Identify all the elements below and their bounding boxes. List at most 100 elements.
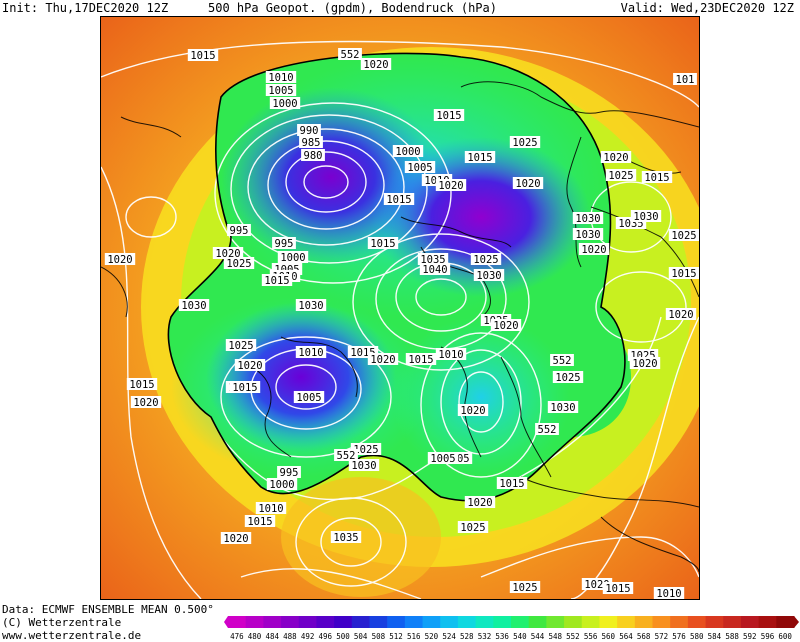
pressure-label: 1005 xyxy=(265,84,297,97)
pressure-label: 1015 xyxy=(187,49,219,62)
pressure-label: 1030 xyxy=(572,228,604,241)
pressure-label: 995 xyxy=(277,466,301,479)
pressure-label-text: 1030 xyxy=(181,300,206,312)
color-scale-tick-label: 560 xyxy=(602,632,616,641)
pressure-label: 1020 xyxy=(512,177,544,190)
pressure-label: 552 xyxy=(535,423,559,436)
pressure-label: 1015 xyxy=(602,582,634,595)
color-scale-bar xyxy=(224,616,799,628)
pressure-label: 1000 xyxy=(392,145,424,158)
color-scale-swatch xyxy=(457,616,477,628)
color-scale-swatch xyxy=(723,616,742,628)
pressure-label-text: 1010 xyxy=(438,349,463,361)
color-scale-tick-label: 540 xyxy=(513,632,527,641)
color-scale-tick-label: 520 xyxy=(425,632,439,641)
pressure-label: 101 xyxy=(673,73,697,86)
pressure-label-text: 1020 xyxy=(133,397,158,409)
pressure-label-text: 1020 xyxy=(438,180,463,192)
pressure-label: 1015 xyxy=(229,381,261,394)
color-scale-swatch xyxy=(705,616,724,628)
pressure-label-text: 1005 xyxy=(296,392,321,404)
pressure-label-text: 1005 xyxy=(430,453,455,465)
pressure-label: 1025 xyxy=(470,253,502,266)
color-scale-swatch xyxy=(351,616,370,628)
pressure-label: 1030 xyxy=(295,299,327,312)
pressure-label: 1015 xyxy=(367,237,399,250)
color-scale-swatch xyxy=(316,616,335,628)
data-source: Data: ECMWF ENSEMBLE MEAN 0.500° xyxy=(2,603,214,616)
color-scale-tick-label: 592 xyxy=(743,632,757,641)
pressure-label: 1030 xyxy=(348,459,380,472)
pressure-label-text: 1025 xyxy=(226,258,251,270)
pressure-label-text: 1020 xyxy=(107,254,132,266)
pressure-label-text: 1040 xyxy=(422,264,447,276)
pressure-label-text: 1015 xyxy=(190,50,215,62)
pressure-label-text: 980 xyxy=(304,150,323,162)
pressure-label: 1025 xyxy=(350,443,382,456)
color-scale-tick-label: 528 xyxy=(460,632,474,641)
pressure-label-text: 1020 xyxy=(581,244,606,256)
pressure-label: 1020 xyxy=(435,179,467,192)
pressure-label-text: 1025 xyxy=(353,444,378,456)
color-scale-swatch xyxy=(440,616,459,628)
cyan-zone-east xyxy=(391,317,571,477)
color-scale-tick-label: 512 xyxy=(389,632,403,641)
pressure-label: 1025 xyxy=(605,169,637,182)
pressure-label: 1015 xyxy=(668,267,699,280)
pressure-label: 1030 xyxy=(547,401,579,414)
color-scale-tick-label: 588 xyxy=(725,632,739,641)
color-scale-swatch xyxy=(634,616,653,628)
pressure-label: 1025 xyxy=(509,581,541,594)
pressure-label: 1035 xyxy=(330,531,362,544)
pressure-label-text: 1015 xyxy=(605,583,630,595)
pressure-label: 1020 xyxy=(130,396,162,409)
pressure-label: 995 xyxy=(272,237,296,250)
pressure-label-text: 1025 xyxy=(228,340,253,352)
color-scale-swatch xyxy=(546,616,565,628)
pressure-label-text: 1020 xyxy=(632,358,657,370)
pressure-label: 985 xyxy=(299,136,323,149)
pressure-label-text: 1000 xyxy=(272,98,297,110)
pressure-label-text: 552 xyxy=(337,450,356,462)
pressure-label: 1020 xyxy=(457,404,489,417)
pressure-label: 1025 xyxy=(457,521,489,534)
pressure-label: 990 xyxy=(297,124,321,137)
color-scale-tick-label: 548 xyxy=(548,632,562,641)
pressure-label-text: 1020 xyxy=(515,178,540,190)
color-scale-swatch xyxy=(652,616,671,628)
pressure-label-text: 1025 xyxy=(512,582,537,594)
color-scale-tick-label: 476 xyxy=(230,632,244,641)
pressure-label-text: 995 xyxy=(230,225,249,237)
color-scale-tick-label: 484 xyxy=(265,632,279,641)
pressure-label: 1010 xyxy=(435,348,467,361)
pressure-label: 1025 xyxy=(225,339,257,352)
color-scale-arrow-right xyxy=(794,616,799,628)
color-scale-swatch xyxy=(387,616,406,628)
color-scale-tick-label: 596 xyxy=(761,632,775,641)
color-scale-tick-label: 580 xyxy=(690,632,704,641)
pressure-label-text: 1030 xyxy=(575,229,600,241)
pressure-label: 1020 xyxy=(490,319,522,332)
pressure-label-text: 1020 xyxy=(467,497,492,509)
pressure-label: 1020 xyxy=(578,243,610,256)
pressure-label-text: 1000 xyxy=(395,146,420,158)
pressure-label: 1015 xyxy=(433,109,465,122)
pressure-label: 1020 xyxy=(464,496,496,509)
color-scale-tick-label: 572 xyxy=(655,632,669,641)
pressure-label: 1015 xyxy=(261,274,293,287)
pressure-label: 1005 xyxy=(404,161,436,174)
pressure-label: 1020 xyxy=(629,357,661,370)
pressure-label-text: 1015 xyxy=(644,172,669,184)
pressure-label-text: 1020 xyxy=(363,59,388,71)
color-scale-swatch xyxy=(369,616,388,628)
pressure-label-text: 1025 xyxy=(671,230,696,242)
pressure-label: 1020 xyxy=(104,253,136,266)
pressure-label: 1015 xyxy=(244,515,276,528)
init-time: Init: Thu,17DEC2020 12Z xyxy=(2,1,169,15)
pressure-label-text: 552 xyxy=(553,355,572,367)
pressure-label-text: 1035 xyxy=(333,532,358,544)
color-scale-swatch xyxy=(475,616,494,628)
pressure-label-text: 1030 xyxy=(550,402,575,414)
pressure-label: 1010 xyxy=(295,346,327,359)
color-scale-swatch xyxy=(599,616,618,628)
